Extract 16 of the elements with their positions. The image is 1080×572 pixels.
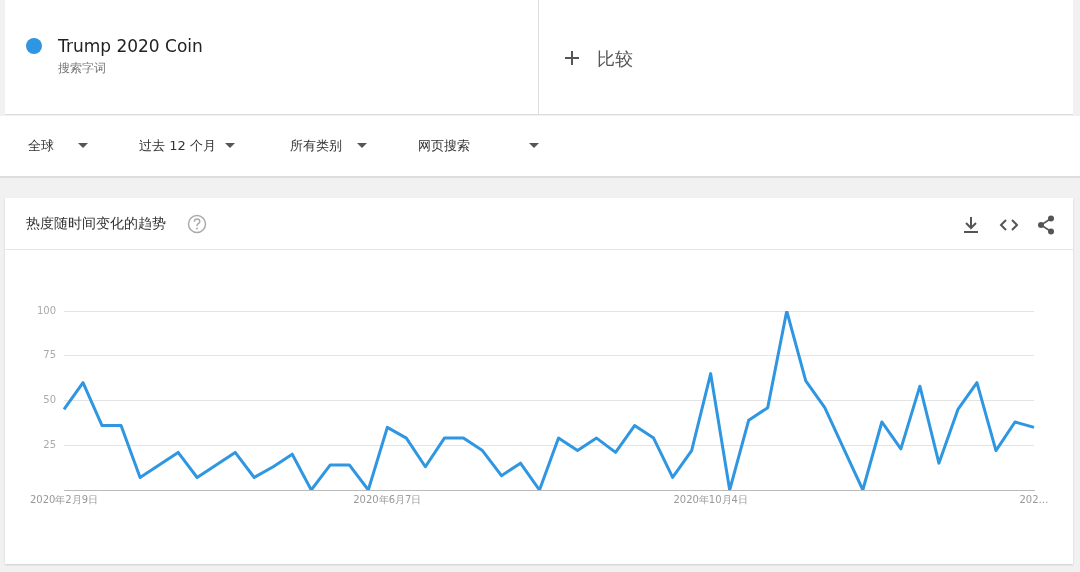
y-tick-label: 50 [43,394,56,406]
y-tick-label: 75 [43,349,56,361]
text: 网页搜索 [418,137,470,155]
legend-label: Trump 2020 Coin [58,36,203,56]
chart-title: 热度随时间变化的趋势 [26,215,166,233]
x-tick-label: 2020年6月7日 [353,493,422,505]
x-tick-label: 202… [1019,493,1049,505]
text: 所有类别 [290,137,342,155]
text: 比较 [597,47,633,71]
text: 全球 [28,137,54,155]
x-tick-label: 2020年2月9日 [29,493,99,505]
x-tick-label: 2020年10月4日 [673,493,748,505]
text: 搜索字词 [58,60,106,77]
text: 过去 12 个月 [139,137,216,155]
y-tick-label: 100 [36,304,56,316]
y-tick-label: 25 [43,438,56,450]
